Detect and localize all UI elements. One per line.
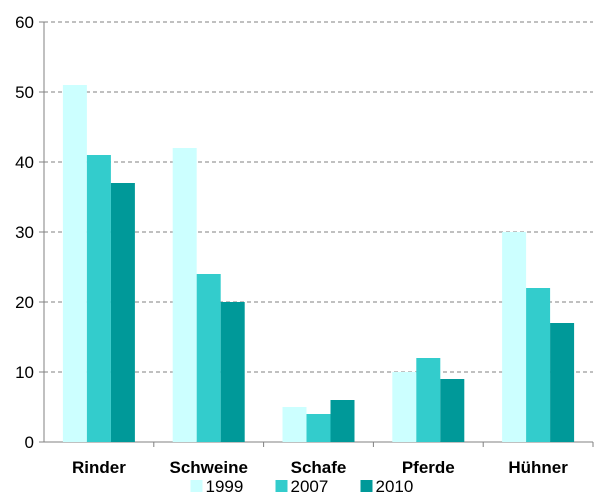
grid-lines: [44, 21, 593, 373]
x-category-labels: Rinder Schweine Schafe Pferde Hühner: [72, 458, 568, 477]
y-tick-label: 0: [25, 433, 34, 452]
bar-hühner-2010: [550, 323, 575, 442]
bar-hühner-2007: [526, 288, 551, 442]
bar-pferde-2007: [416, 358, 441, 442]
bar-pferde-2010: [440, 379, 465, 442]
bar-schweine-1999: [172, 148, 197, 442]
y-tick-label: 60: [15, 13, 34, 32]
y-tick-label: 30: [15, 223, 34, 242]
bar-pferde-1999: [392, 372, 417, 442]
bar-schafe-1999: [282, 407, 307, 442]
legend: 1999 2007 2010: [190, 477, 414, 496]
bar-rinder-2010: [110, 183, 135, 442]
bar-schweine-2010: [220, 302, 245, 442]
legend-swatch-2010: [360, 480, 373, 492]
y-tick-label: 40: [15, 153, 34, 172]
legend-swatch-2007: [275, 480, 288, 492]
bar-rinder-1999: [62, 85, 87, 442]
y-tick-label: 10: [15, 363, 34, 382]
bar-rinder-2007: [86, 155, 111, 442]
x-category-label: Schafe: [291, 458, 347, 477]
y-tick-label: 20: [15, 293, 34, 312]
legend-label-1999: 1999: [206, 477, 244, 496]
legend-swatch-1999: [190, 480, 203, 492]
bars: [62, 85, 575, 442]
x-category-label: Schweine: [169, 458, 247, 477]
bar-schafe-2010: [330, 400, 355, 442]
legend-label-2010: 2010: [376, 477, 414, 496]
bar-schweine-2007: [196, 274, 221, 442]
x-category-label: Rinder: [72, 458, 126, 477]
x-category-label: Pferde: [402, 458, 455, 477]
bar-hühner-1999: [502, 232, 527, 442]
y-tick-label: 50: [15, 83, 34, 102]
y-tick-labels: 0 10 20 30 40 50 60: [15, 13, 34, 452]
legend-label-2007: 2007: [291, 477, 329, 496]
x-category-label: Hühner: [508, 458, 568, 477]
bar-schafe-2007: [306, 414, 331, 442]
